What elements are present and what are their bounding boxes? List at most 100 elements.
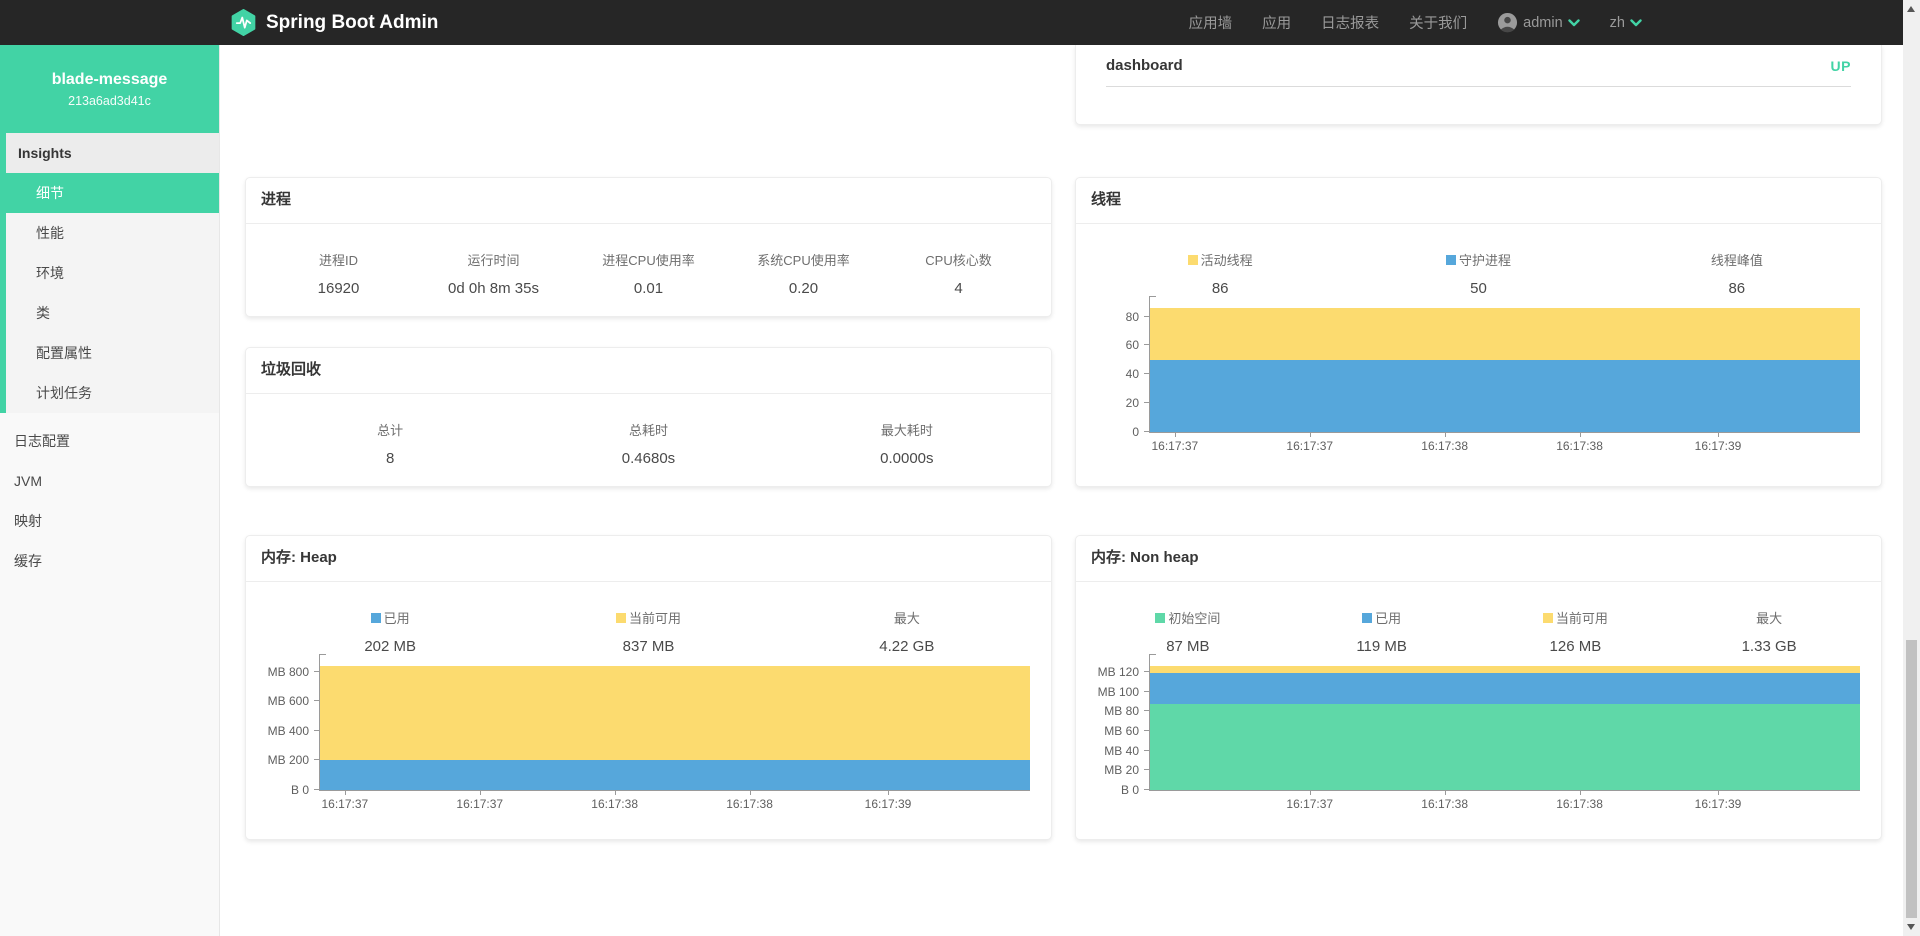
- x-axis-tick: [1445, 790, 1446, 795]
- stat-label-text: 总计: [377, 420, 403, 439]
- y-axis-tick: [314, 789, 320, 790]
- x-axis-label: 16:17:38: [1421, 797, 1468, 811]
- top-navbar: Spring Boot Admin 应用墙 应用 日志报表 关于我们 admin: [0, 0, 1920, 45]
- stat-value: 202 MB: [261, 638, 519, 655]
- y-axis-tick: [314, 759, 320, 760]
- stat-value: 0.0000s: [778, 450, 1036, 467]
- y-axis-label: 0: [1091, 425, 1139, 439]
- sidebar-item-mappings[interactable]: 映射: [0, 501, 219, 541]
- nav-item-journal[interactable]: 日志报表: [1321, 12, 1379, 33]
- stat-label-text: 已用: [1375, 608, 1401, 627]
- x-axis-tick: [1310, 790, 1311, 795]
- stat: 总计 8: [261, 420, 519, 467]
- stat-value: 4: [881, 280, 1036, 297]
- gc-stats: 总计8总耗时0.4680s最大耗时0.0000s: [261, 420, 1036, 467]
- nonheap-chart: 0 B20 MB40 MB60 MB80 MB100 MB120 MB16:17…: [1091, 663, 1866, 817]
- screen: Spring Boot Admin 应用墙 应用 日志报表 关于我们 admin: [0, 0, 1920, 936]
- y-axis-label: 40: [1091, 367, 1139, 381]
- sidebar-group-header-insights[interactable]: Insights: [6, 133, 219, 173]
- y-axis-label: 80 MB: [1091, 704, 1139, 718]
- x-axis-tick: [1175, 432, 1176, 437]
- stat-value: 8: [261, 450, 519, 467]
- user-name: admin: [1523, 15, 1563, 31]
- stat-label: 进程ID: [261, 250, 416, 269]
- sidebar-nav: Insights细节性能环境类配置属性计划任务日志配置JVM映射缓存: [0, 133, 219, 581]
- stat-label: 当前可用: [519, 608, 777, 627]
- nav-item-applications[interactable]: 应用: [1262, 12, 1291, 33]
- stat-value: 1.33 GB: [1672, 638, 1866, 655]
- stat-label-text: 初始空间: [1168, 608, 1220, 627]
- stat: 已用 119 MB: [1285, 608, 1479, 655]
- stat-label: 已用: [261, 608, 519, 627]
- scroll-up-arrow-icon[interactable]: [1907, 6, 1915, 12]
- app-logo-icon: [230, 9, 257, 36]
- y-axis-tick: [1144, 402, 1150, 403]
- nav-item-wallboard[interactable]: 应用墙: [1189, 12, 1233, 33]
- scrollbar-thumb[interactable]: [1906, 640, 1917, 918]
- sidebar-item-details[interactable]: 细节: [6, 173, 219, 213]
- stat-label: 最大: [778, 608, 1036, 627]
- stat-label: 当前可用: [1479, 608, 1673, 627]
- threads-card: 线程 活动线程86守护进程50线程峰值86 02040608016:17:371…: [1075, 177, 1882, 487]
- stat-value: 0.01: [571, 280, 726, 297]
- threads-chart: 02040608016:17:3716:17:3716:17:3816:17:3…: [1091, 305, 1866, 459]
- y-axis-cap-tick: [1149, 654, 1156, 655]
- stat-label: 总计: [261, 420, 519, 439]
- y-axis-label: 0 B: [1091, 783, 1139, 797]
- scroll-down-arrow-icon[interactable]: [1907, 924, 1915, 930]
- gc-card-title: 垃圾回收: [246, 348, 1051, 394]
- stat-label: 线程峰值: [1608, 250, 1866, 269]
- stat-label-text: 系统CPU使用率: [757, 250, 849, 269]
- sidebar-item-classes[interactable]: 类: [6, 293, 219, 333]
- garbage-collection-card: 垃圾回收 总计8总耗时0.4680s最大耗时0.0000s: [245, 347, 1052, 487]
- legend-swatch-icon: [1155, 613, 1165, 623]
- language-menu[interactable]: zh: [1610, 15, 1642, 31]
- instance-header[interactable]: blade-message 213a6ad3d41c: [0, 45, 219, 133]
- process-stats: 进程ID16920运行时间0d 0h 8m 35s进程CPU使用率0.01系统C…: [261, 250, 1036, 297]
- brand-link[interactable]: Spring Boot Admin: [230, 9, 438, 36]
- stat: CPU核心数 4: [881, 250, 1036, 297]
- stat-label-text: 最大: [894, 608, 920, 627]
- application-name: blade-message: [52, 71, 168, 89]
- stat-value: 837 MB: [519, 638, 777, 655]
- sidebar-item-scheduled-tasks[interactable]: 计划任务: [6, 373, 219, 413]
- x-axis-tick: [1445, 432, 1446, 437]
- y-axis-tick: [1144, 344, 1150, 345]
- y-axis-tick: [1144, 769, 1150, 770]
- x-axis-label: 16:17:37: [456, 797, 503, 811]
- x-axis-label: 16:17:38: [591, 797, 638, 811]
- stat-value: 119 MB: [1285, 638, 1479, 655]
- nav-item-about[interactable]: 关于我们: [1409, 12, 1467, 33]
- sidebar-item-environment[interactable]: 环境: [6, 253, 219, 293]
- user-menu[interactable]: admin: [1497, 12, 1580, 33]
- series-band: [1150, 308, 1860, 360]
- x-axis-label: 16:17:39: [1695, 439, 1742, 453]
- y-axis-label: 20: [1091, 396, 1139, 410]
- y-axis-label: 60: [1091, 338, 1139, 352]
- stat: 最大 1.33 GB: [1672, 608, 1866, 655]
- x-axis-label: 16:17:37: [1151, 439, 1198, 453]
- y-axis-tick: [1144, 671, 1150, 672]
- sidebar-item-configuration-properties[interactable]: 配置属性: [6, 333, 219, 373]
- stat-label-text: 进程CPU使用率: [602, 250, 694, 269]
- stat-value: 0d 0h 8m 35s: [416, 280, 571, 297]
- y-axis-cap: [1149, 654, 1150, 663]
- legend-swatch-icon: [371, 613, 381, 623]
- vertical-scrollbar[interactable]: [1903, 0, 1920, 936]
- y-axis-label: 120 MB: [1091, 665, 1139, 679]
- legend-swatch-icon: [1446, 255, 1456, 265]
- y-axis-label: 800 MB: [261, 665, 309, 679]
- sidebar-item-loggers[interactable]: 日志配置: [0, 421, 219, 461]
- stat-label: 初始空间: [1091, 608, 1285, 627]
- stat-label-text: 最大: [1756, 608, 1782, 627]
- stat-label: CPU核心数: [881, 250, 1036, 269]
- x-axis-label: 16:17:38: [1421, 439, 1468, 453]
- sidebar-item-jvm[interactable]: JVM: [0, 461, 219, 501]
- process-card: 进程 进程ID16920运行时间0d 0h 8m 35s进程CPU使用率0.01…: [245, 177, 1052, 317]
- threads-stats: 活动线程86守护进程50线程峰值86: [1091, 250, 1866, 297]
- y-axis-cap: [319, 654, 320, 663]
- sidebar-item-caches[interactable]: 缓存: [0, 541, 219, 581]
- x-axis-label: 16:17:38: [726, 797, 773, 811]
- sidebar-item-performance[interactable]: 性能: [6, 213, 219, 253]
- sidebar: blade-message 213a6ad3d41c Insights细节性能环…: [0, 45, 220, 936]
